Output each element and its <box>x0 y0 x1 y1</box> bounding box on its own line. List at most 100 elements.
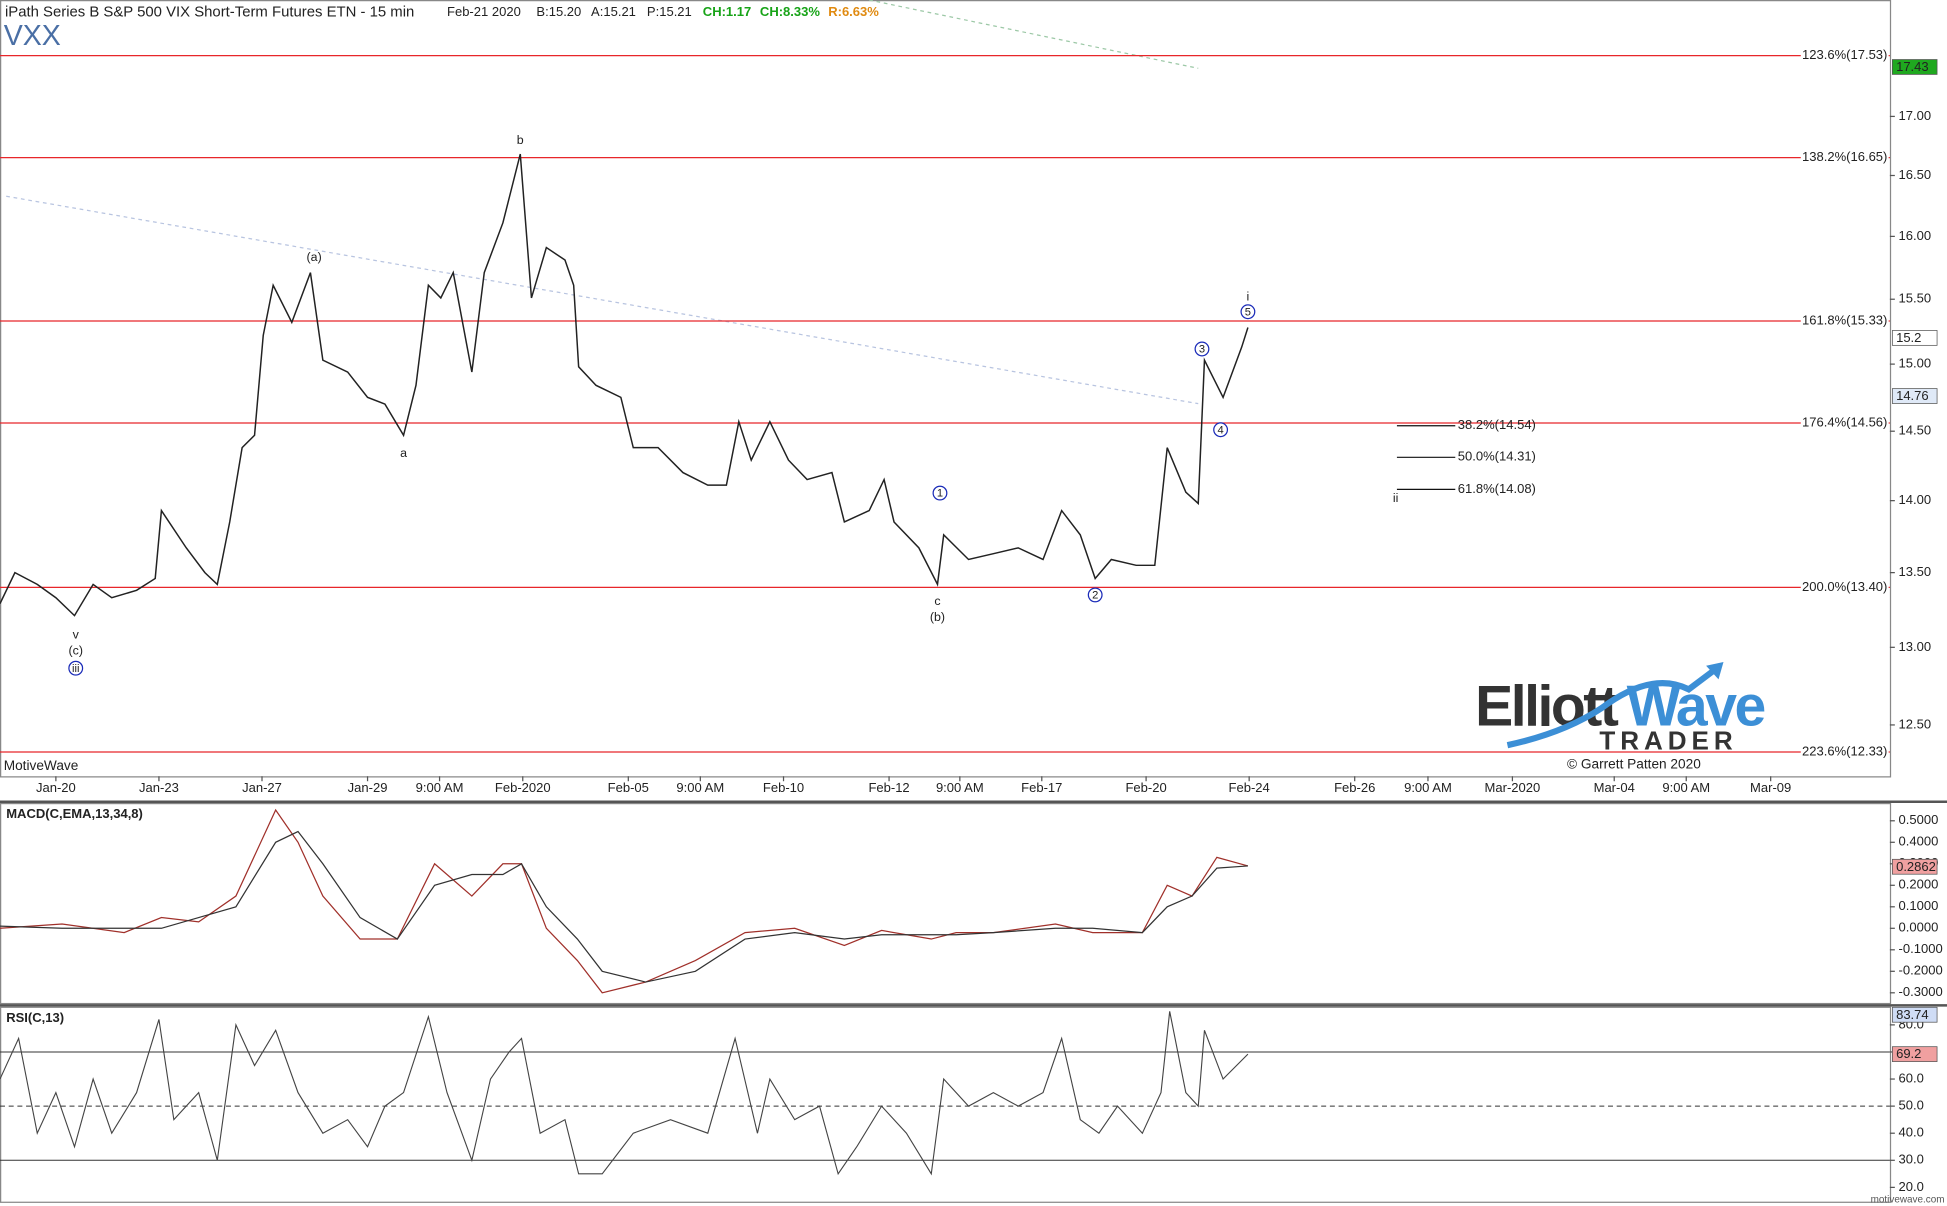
logo-arrow <box>1706 661 1724 680</box>
wave-label: i <box>1247 290 1250 304</box>
header-change: CH:1.17 <box>703 4 751 19</box>
site: motivewave.com <box>1871 1194 1945 1205</box>
wave-label: ii <box>1393 491 1399 505</box>
y-tick-label: 15.00 <box>1899 356 1932 371</box>
header-change-pct: CH:8.33% <box>760 4 820 19</box>
x-tick-label: Feb-12 <box>868 780 909 795</box>
x-tick-label: Mar-2020 <box>1485 780 1541 795</box>
x-tick-label: Feb-17 <box>1021 780 1062 795</box>
logo: Elliott Wave TRADER © Garrett Patten 202… <box>1475 661 1767 772</box>
wave-label: (b) <box>930 610 945 624</box>
x-tick-label: Mar-04 <box>1594 780 1635 795</box>
macd-frame <box>0 802 1892 1005</box>
price-marker-label: 0.2862 <box>1896 859 1936 874</box>
label-bg <box>1800 414 1889 430</box>
x-tick-label: Jan-29 <box>348 780 388 795</box>
y-tick-label: -0.2000 <box>1899 963 1943 978</box>
copyright: © Garrett Patten 2020 <box>1567 757 1701 772</box>
wave-label: 4 <box>1217 424 1223 436</box>
retracement-label: 61.8%(14.08) <box>1458 481 1536 496</box>
wave-circle <box>1240 304 1256 320</box>
wave-circle <box>1213 422 1229 438</box>
y-tick-label: -0.3000 <box>1899 984 1943 999</box>
y-tick-label: 12.50 <box>1899 716 1932 731</box>
y-tick-label: 14.00 <box>1899 492 1932 507</box>
y-tick-label: 0.2000 <box>1899 877 1939 892</box>
x-tick-label: 9:00 AM <box>676 780 724 795</box>
fib-level-label: 161.8%(15.33) <box>1802 312 1887 327</box>
platform: MotiveWave <box>4 758 79 773</box>
x-tick-label: 9:00 AM <box>416 780 464 795</box>
x-tick-label: Mar-09 <box>1750 780 1791 795</box>
rsi-title: RSI(C,13) <box>6 1010 64 1025</box>
header-range: R:6.63% <box>828 4 879 19</box>
wave-circle <box>932 485 948 501</box>
wave-circle <box>68 660 84 676</box>
fib-level-label: 123.6%(17.53) <box>1802 47 1887 62</box>
y-tick-label: 50.0 <box>1899 1098 1924 1113</box>
y-tick-label: 14.50 <box>1899 423 1932 438</box>
x-tick-label: 9:00 AM <box>936 780 984 795</box>
x-tick-label: Feb-24 <box>1229 780 1270 795</box>
x-tick-label: Jan-27 <box>242 780 282 795</box>
wave-label: iii <box>72 663 79 675</box>
logo-sub: TRADER <box>1599 726 1737 756</box>
x-tick-label: 9:00 AM <box>1404 780 1452 795</box>
x-tick-label: 9:00 AM <box>1662 780 1710 795</box>
fib-level-label: 138.2%(16.65) <box>1802 149 1887 164</box>
y-tick-label: 60.0 <box>1899 1070 1924 1085</box>
price-marker-label: 15.2 <box>1896 330 1921 345</box>
x-tick-label: Feb-20 <box>1125 780 1166 795</box>
label-bg <box>1800 578 1889 594</box>
y-tick-label: 0.0000 <box>1899 920 1939 935</box>
x-tick-label: Feb-26 <box>1334 780 1375 795</box>
y-tick-label: 16.50 <box>1899 167 1932 182</box>
price-marker-label: 83.74 <box>1896 1007 1929 1022</box>
price-marker-box <box>1891 1006 1938 1023</box>
price-marker-box <box>1891 1046 1938 1062</box>
trend-line <box>6 195 1199 405</box>
header-bid: B:15.20 <box>536 4 581 19</box>
y-tick-label: 17.00 <box>1899 108 1932 123</box>
header-date: Feb-21 2020 <box>447 4 521 19</box>
label-bg <box>1800 312 1889 328</box>
x-tick-label: Jan-20 <box>36 780 76 795</box>
price-marker-label: 14.76 <box>1896 388 1929 403</box>
retracement-label: 50.0%(14.31) <box>1458 449 1536 464</box>
y-tick-label: 13.50 <box>1899 564 1932 579</box>
data-line <box>0 830 1248 983</box>
wave-label: 3 <box>1199 344 1205 356</box>
price-marker-box <box>1891 388 1938 404</box>
wave-circle <box>1194 341 1210 357</box>
chart-title: iPath Series B S&P 500 VIX Short-Term Fu… <box>5 4 414 20</box>
logo-left: Elliott <box>1475 675 1619 739</box>
y-tick-label: 20.0 <box>1899 1179 1924 1194</box>
price-marker-box <box>1891 59 1938 75</box>
wave-label: a <box>400 446 407 460</box>
price-marker-label: 69.2 <box>1896 1046 1921 1061</box>
wave-label: (a) <box>307 250 322 264</box>
y-tick-label: 15.50 <box>1899 291 1932 306</box>
fib-level-label: 223.6%(12.33) <box>1802 743 1887 758</box>
rsi-frame <box>0 1006 1892 1203</box>
wave-label: v <box>73 628 80 642</box>
price-marker-label: 17.43 <box>1896 59 1929 74</box>
wave-label: 1 <box>937 488 943 500</box>
y-tick-label: 13.00 <box>1899 639 1932 654</box>
logo-swoosh <box>1506 668 1716 749</box>
y-tick-label: 0.1000 <box>1899 898 1939 913</box>
fib-level-label: 176.4%(14.56) <box>1802 414 1887 429</box>
wave-label: 2 <box>1092 590 1098 602</box>
x-tick-label: Jan-23 <box>139 780 179 795</box>
macd-title: MACD(C,EMA,13,34,8) <box>6 806 143 821</box>
y-tick-label: 30.0 <box>1899 1152 1924 1167</box>
price-frame <box>0 0 1892 778</box>
wave-label: (c) <box>69 644 83 658</box>
label-bg <box>1800 149 1889 165</box>
x-tick-label: Feb-10 <box>763 780 804 795</box>
wave-label: 5 <box>1245 306 1251 318</box>
wave-circle <box>1087 587 1103 603</box>
header-price: P:15.21 <box>647 4 692 19</box>
